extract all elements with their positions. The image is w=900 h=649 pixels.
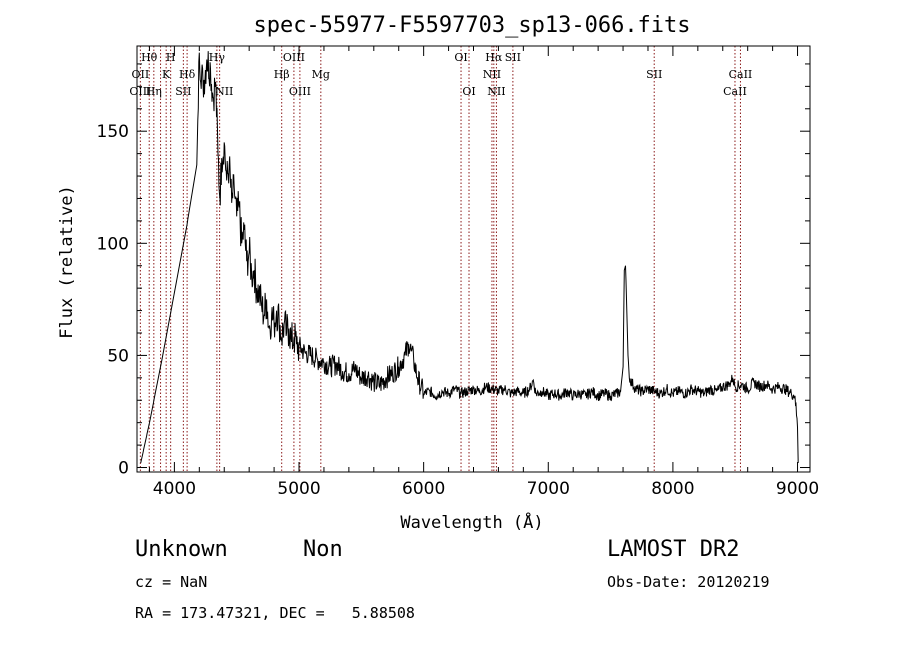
emission-line-label: SII — [646, 68, 662, 81]
emission-line-label: Hη — [146, 85, 162, 98]
object-subclass: Non — [303, 537, 343, 562]
x-tick-label: 9000 — [776, 479, 819, 499]
y-tick-label: 0 — [118, 459, 129, 479]
object-class: Unknown — [135, 537, 228, 562]
emission-line-label: NII — [483, 68, 501, 81]
emission-line-markers — [139, 46, 741, 472]
emission-line-label: OI — [454, 51, 467, 64]
y-tick-label: 100 — [97, 234, 129, 254]
emission-line-label: Mg — [312, 68, 330, 81]
emission-line-label: CaII — [723, 85, 747, 98]
chart-title: spec-55977-F5597703_sp13-066.fits — [253, 13, 690, 38]
redshift-value: cz = NaN — [135, 573, 208, 591]
emission-line-label: H — [166, 51, 176, 64]
y-tick-label: 150 — [97, 122, 129, 142]
emission-line-label: NII — [487, 85, 505, 98]
x-tick-label: 5000 — [277, 479, 320, 499]
survey-name: LAMOST DR2 — [607, 537, 740, 562]
x-axis-label: Wavelength (Å) — [400, 511, 543, 533]
spectrum-line — [140, 51, 799, 464]
coordinates: RA = 173.47321, DEC = 5.88508 — [135, 604, 415, 622]
obs-date: Obs-Date: 20120219 — [607, 573, 770, 591]
emission-line-label: Hα — [485, 51, 503, 64]
plot-frame — [136, 45, 811, 473]
emission-line-label: CaII — [729, 68, 753, 81]
emission-line-label: NII — [215, 85, 233, 98]
y-tick-label: 50 — [107, 346, 129, 366]
emission-line-label: SII — [505, 51, 521, 64]
emission-line-label: SII — [175, 85, 191, 98]
x-tick-label: 4000 — [153, 479, 196, 499]
x-tick-label: 7000 — [527, 479, 570, 499]
x-tick-label: 8000 — [651, 479, 694, 499]
y-axis-label: Flux (relative) — [57, 185, 77, 339]
emission-line-label: Hγ — [209, 51, 226, 64]
emission-line-label: Hβ — [274, 68, 290, 81]
emission-line-label: Hθ — [141, 51, 158, 64]
emission-line-label: Hδ — [179, 68, 196, 81]
emission-line-label: OIII — [283, 51, 305, 64]
emission-line-label: OIII — [129, 85, 151, 98]
x-tick-label: 6000 — [402, 479, 445, 499]
y-axis-ticks: 0 50 100 150 — [97, 63, 810, 479]
emission-line-label: OII — [132, 68, 150, 81]
emission-line-label: OI — [462, 85, 475, 98]
emission-line-label: OIII — [289, 85, 311, 98]
x-axis-ticks: 4000 5000 6000 7000 8000 9000 — [148, 46, 819, 499]
emission-line-label: K — [162, 68, 171, 81]
